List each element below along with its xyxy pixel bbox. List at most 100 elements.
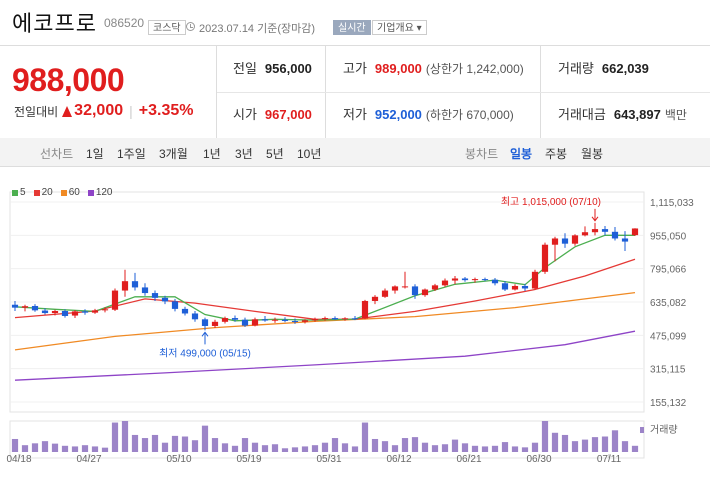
stat-value: 956,000	[264, 61, 312, 76]
ma120-line	[14, 330, 636, 381]
volume-bar	[121, 421, 129, 452]
candle-body	[151, 293, 159, 298]
legend-label: 5	[20, 187, 26, 198]
volume-bar	[101, 447, 109, 452]
stat-label: 시가	[233, 107, 257, 122]
candle-body	[71, 311, 79, 316]
candle-body	[621, 238, 629, 242]
stat-value: 952,000	[374, 107, 422, 122]
volume-bar	[581, 439, 589, 452]
candle-body	[211, 321, 219, 326]
line-chart-label: 선차트	[40, 147, 74, 161]
candle-body	[601, 229, 609, 232]
stock-header: 에코프로 086520 코스닥 2023.07.14 기준(장마감) 실시간 기…	[0, 0, 710, 40]
candle-body	[51, 310, 59, 314]
volume-bar	[421, 442, 429, 452]
x-tick-label: 06/21	[456, 454, 481, 465]
ma60-line	[14, 291, 636, 351]
tab-weekly[interactable]: 주봉	[545, 147, 568, 161]
tab-line-1y[interactable]: 1년	[203, 147, 221, 161]
candle-body	[121, 281, 129, 291]
volume-bar	[461, 443, 469, 452]
stats-grid: 전일 956,000 고가 989,000 (상한가 1,242,000) 거래량 66…	[217, 46, 710, 138]
candle-body	[361, 300, 369, 319]
high-arrow-head	[591, 216, 599, 222]
candle-body	[551, 238, 559, 245]
tab-monthly[interactable]: 월봉	[581, 147, 604, 161]
legend-swatch	[87, 189, 94, 196]
volume-bar	[261, 445, 269, 452]
candle-body	[291, 320, 299, 322]
volume-bar	[161, 442, 169, 452]
volume-bar	[541, 421, 549, 452]
legend-label: 60	[68, 187, 80, 198]
candle-body	[611, 231, 619, 239]
volume-bar	[171, 435, 179, 452]
y-tick-label: 1,115,033	[650, 198, 694, 209]
stat-trade-amount: 거래대금 643,897 백만	[558, 92, 687, 138]
candle-body	[261, 319, 269, 321]
candlestick-chart[interactable]: 1,115,033 955,050 795,066 635,082 475,099 315…	[0, 167, 710, 479]
candle-body	[471, 279, 479, 281]
candle-body	[21, 306, 29, 308]
tab-line-1d[interactable]: 1일	[86, 147, 104, 161]
stat-label: 거래량	[558, 61, 594, 76]
volume-frame	[9, 420, 645, 459]
x-tick-label: 05/31	[316, 454, 341, 465]
volume-bar	[471, 445, 479, 452]
candle-body	[171, 301, 179, 309]
candle-body	[351, 318, 359, 320]
tab-line-3m[interactable]: 3개월	[159, 147, 188, 161]
volume-bar	[241, 438, 249, 452]
volume-bar	[281, 448, 289, 452]
volume-bar	[441, 444, 449, 452]
volume-bar	[521, 447, 529, 452]
volume-bar	[151, 434, 159, 452]
tab-line-10y[interactable]: 10년	[297, 147, 322, 161]
volume-bar	[371, 438, 379, 452]
candle-body	[81, 311, 89, 313]
volume-bar	[431, 445, 439, 452]
candle-body	[141, 287, 149, 294]
volume-bar	[291, 447, 299, 452]
candle-body	[501, 283, 509, 290]
candle-body	[341, 318, 349, 320]
candle-body	[321, 318, 329, 320]
tab-line-1w[interactable]: 1주일	[117, 147, 146, 161]
up-arrow-icon	[62, 105, 73, 117]
volume-bar	[351, 446, 359, 452]
stat-label: 거래대금	[558, 107, 606, 122]
legend-ma60: 60	[60, 187, 80, 198]
realtime-button[interactable]: 실시간	[333, 20, 371, 35]
x-tick-label: 04/27	[76, 454, 101, 465]
candle-body	[91, 310, 99, 313]
candle-body	[271, 319, 279, 321]
volume-bar	[631, 445, 639, 452]
stat-sub: (상한가 1,242,000)	[425, 62, 524, 76]
volume-bar	[481, 446, 489, 452]
tab-line-3y[interactable]: 3년	[235, 147, 253, 161]
candle-body	[391, 286, 399, 291]
candle-body	[161, 297, 169, 302]
candle-body	[451, 278, 459, 281]
volume-bar	[191, 440, 199, 452]
volume-bar	[551, 432, 559, 452]
candle-body	[101, 309, 109, 311]
legend-label: 120	[95, 187, 113, 198]
volume-bar	[131, 434, 139, 452]
company-overview-dropdown[interactable]: 기업개요 ▾	[372, 20, 427, 35]
candle-body	[491, 279, 499, 284]
candle-body	[411, 286, 419, 296]
tab-line-5y[interactable]: 5년	[266, 147, 284, 161]
volume-bar	[181, 436, 189, 452]
volume-bar	[61, 445, 69, 452]
volume-bar	[531, 442, 539, 452]
volume-bar	[331, 438, 339, 452]
x-tick-label: 07/11	[597, 454, 622, 465]
stat-open: 시가 967,000	[233, 92, 312, 138]
stat-value: 967,000	[264, 107, 312, 122]
tab-daily[interactable]: 일봉	[510, 147, 533, 161]
volume-bar	[401, 438, 409, 452]
x-tick-label: 05/19	[236, 454, 261, 465]
volume-bar	[231, 445, 239, 452]
